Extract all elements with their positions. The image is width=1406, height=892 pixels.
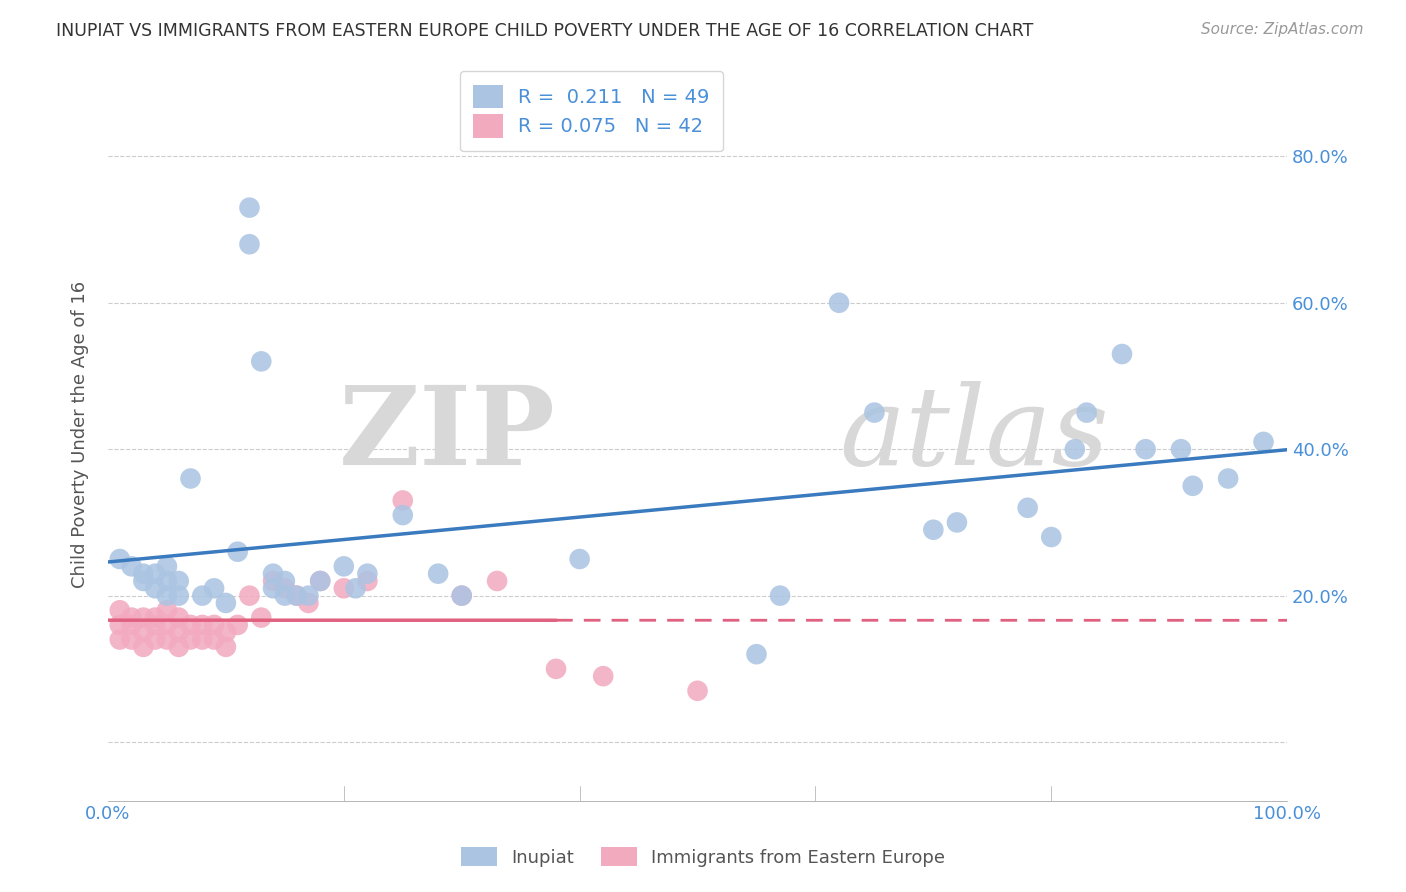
Point — [143, 618, 166, 632]
Point — [132, 574, 155, 588]
Point — [450, 589, 472, 603]
Point — [108, 603, 131, 617]
Point — [1111, 347, 1133, 361]
Point — [167, 589, 190, 603]
Text: ZIP: ZIP — [339, 381, 555, 488]
Point — [215, 625, 238, 640]
Point — [333, 582, 356, 596]
Point — [238, 201, 260, 215]
Point — [132, 566, 155, 581]
Point — [1040, 530, 1063, 544]
Point — [108, 552, 131, 566]
Point — [262, 582, 284, 596]
Point — [143, 610, 166, 624]
Text: INUPIAT VS IMMIGRANTS FROM EASTERN EUROPE CHILD POVERTY UNDER THE AGE OF 16 CORR: INUPIAT VS IMMIGRANTS FROM EASTERN EUROP… — [56, 22, 1033, 40]
Point — [1216, 471, 1239, 485]
Point — [262, 574, 284, 588]
Point — [226, 545, 249, 559]
Point — [121, 618, 143, 632]
Point — [167, 640, 190, 654]
Point — [167, 625, 190, 640]
Point — [156, 574, 179, 588]
Point — [132, 640, 155, 654]
Point — [356, 566, 378, 581]
Point — [262, 566, 284, 581]
Point — [143, 566, 166, 581]
Point — [333, 559, 356, 574]
Point — [156, 559, 179, 574]
Point — [686, 683, 709, 698]
Point — [202, 582, 225, 596]
Point — [156, 632, 179, 647]
Point — [285, 589, 308, 603]
Legend: Inupiat, Immigrants from Eastern Europe: Inupiat, Immigrants from Eastern Europe — [453, 840, 953, 874]
Point — [238, 237, 260, 252]
Point — [1135, 442, 1157, 457]
Point — [226, 618, 249, 632]
Point — [132, 625, 155, 640]
Point — [769, 589, 792, 603]
Point — [828, 295, 851, 310]
Point — [568, 552, 591, 566]
Point — [356, 574, 378, 588]
Point — [309, 574, 332, 588]
Point — [391, 493, 413, 508]
Point — [297, 596, 319, 610]
Point — [450, 589, 472, 603]
Point — [156, 589, 179, 603]
Point — [1017, 500, 1039, 515]
Point — [121, 610, 143, 624]
Point — [344, 582, 367, 596]
Point — [274, 574, 297, 588]
Point — [250, 354, 273, 368]
Legend: R =  0.211   N = 49, R = 0.075   N = 42: R = 0.211 N = 49, R = 0.075 N = 42 — [460, 71, 723, 152]
Point — [156, 618, 179, 632]
Point — [274, 582, 297, 596]
Point — [1170, 442, 1192, 457]
Point — [180, 632, 202, 647]
Point — [922, 523, 945, 537]
Point — [1181, 479, 1204, 493]
Point — [202, 618, 225, 632]
Point — [191, 589, 214, 603]
Point — [1253, 434, 1275, 449]
Point — [132, 610, 155, 624]
Point — [745, 647, 768, 661]
Point — [592, 669, 614, 683]
Point — [946, 516, 969, 530]
Point — [391, 508, 413, 522]
Point — [156, 603, 179, 617]
Point — [167, 610, 190, 624]
Point — [427, 566, 450, 581]
Point — [143, 632, 166, 647]
Point — [215, 596, 238, 610]
Point — [274, 589, 297, 603]
Point — [121, 559, 143, 574]
Point — [143, 582, 166, 596]
Point — [180, 471, 202, 485]
Point — [486, 574, 509, 588]
Point — [297, 589, 319, 603]
Point — [191, 632, 214, 647]
Point — [108, 632, 131, 647]
Point — [167, 574, 190, 588]
Point — [544, 662, 567, 676]
Point — [202, 632, 225, 647]
Point — [285, 589, 308, 603]
Point — [191, 618, 214, 632]
Point — [121, 632, 143, 647]
Y-axis label: Child Poverty Under the Age of 16: Child Poverty Under the Age of 16 — [72, 281, 89, 588]
Point — [1063, 442, 1085, 457]
Point — [238, 589, 260, 603]
Point — [180, 618, 202, 632]
Point — [250, 610, 273, 624]
Text: atlas: atlas — [839, 381, 1109, 488]
Point — [1076, 406, 1098, 420]
Point — [108, 618, 131, 632]
Point — [215, 640, 238, 654]
Text: Source: ZipAtlas.com: Source: ZipAtlas.com — [1201, 22, 1364, 37]
Point — [309, 574, 332, 588]
Point — [863, 406, 886, 420]
